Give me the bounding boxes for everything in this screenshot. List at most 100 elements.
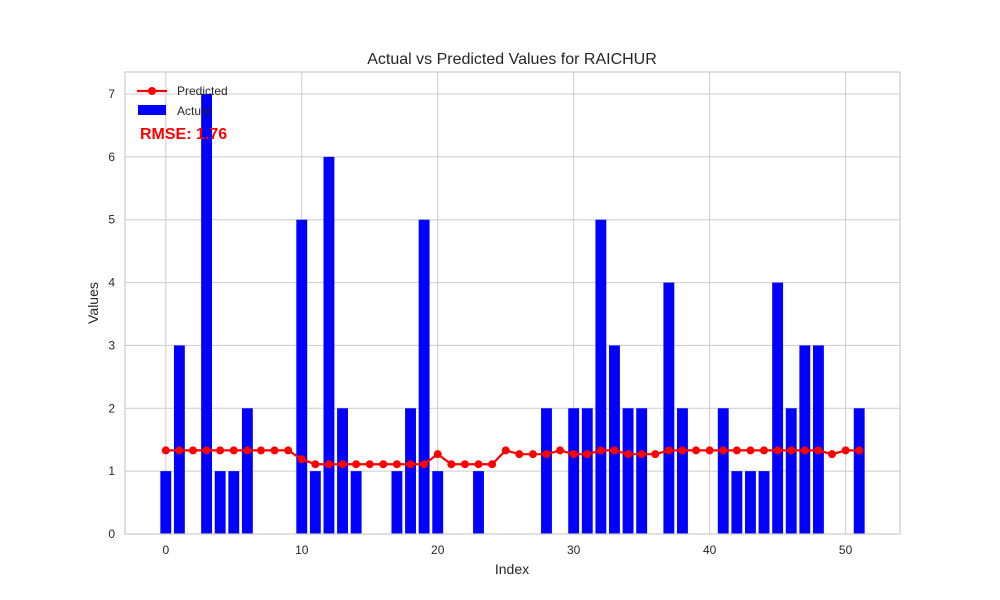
y-tick-label: 4 — [108, 276, 115, 290]
predicted-point — [365, 460, 374, 469]
predicted-point — [637, 450, 646, 459]
actual-bar — [405, 408, 416, 534]
predicted-point — [447, 460, 456, 469]
rmse-annotation: RMSE: 1.76 — [140, 126, 227, 143]
predicted-point — [814, 446, 823, 455]
predicted-point — [678, 446, 687, 455]
predicted-point — [284, 446, 293, 455]
predicted-point — [773, 446, 782, 455]
actual-bar — [541, 408, 552, 534]
actual-bar — [853, 408, 865, 534]
plot-frame — [124, 71, 901, 535]
actual-bar — [391, 471, 403, 534]
legend: Predicted Actual — [137, 84, 228, 118]
y-tick-label: 6 — [108, 150, 115, 164]
legend-actual-label: Actual — [177, 104, 210, 118]
y-tick-label: 1 — [108, 464, 115, 478]
predicted-point — [787, 446, 796, 455]
x-tick-labels: 0 10 20 30 40 50 — [162, 543, 852, 557]
predicted-point — [692, 446, 701, 455]
predicted-point — [460, 460, 469, 469]
actual-bar — [418, 219, 430, 534]
actual-bar — [160, 471, 172, 534]
actual-bar — [812, 345, 824, 534]
actual-bar — [241, 408, 253, 534]
predicted-point — [229, 446, 238, 455]
predicted-point — [596, 446, 605, 455]
actual-bar — [173, 345, 185, 534]
predicted-point — [556, 446, 565, 455]
predicted-point — [542, 450, 551, 459]
actual-bar — [595, 219, 607, 534]
predicted-point — [569, 450, 578, 459]
predicted-point — [528, 450, 537, 459]
predicted-series-line — [165, 449, 860, 466]
actual-bar — [228, 471, 240, 534]
predicted-point — [433, 450, 442, 459]
actual-bar — [581, 408, 593, 534]
actual-bar — [758, 471, 770, 534]
predicted-point — [311, 460, 320, 469]
predicted-point — [651, 450, 660, 459]
predicted-point — [420, 460, 429, 469]
actual-bar — [731, 471, 743, 534]
actual-bar — [201, 94, 213, 534]
actual-bar — [214, 471, 226, 534]
x-axis-label: Index — [495, 561, 529, 577]
predicted-point — [664, 446, 673, 455]
predicted-point — [474, 460, 483, 469]
actual-bar — [473, 471, 484, 534]
actual-bar — [432, 471, 444, 534]
predicted-point — [828, 450, 837, 459]
actual-bar — [568, 408, 580, 534]
actual-bar — [677, 408, 688, 534]
predicted-point — [324, 460, 333, 469]
predicted-point — [202, 446, 211, 455]
predicted-point — [243, 446, 252, 455]
predicted-point — [610, 446, 619, 455]
predicted-point — [583, 450, 592, 459]
actual-bar — [350, 471, 362, 534]
predicted-point — [270, 446, 279, 455]
x-tick-label: 30 — [567, 543, 581, 557]
predicted-point — [746, 446, 755, 455]
predicted-point — [488, 460, 497, 469]
y-tick-label: 0 — [108, 527, 115, 541]
legend-actual-swatch-icon — [138, 105, 166, 115]
grid — [125, 72, 900, 535]
actual-bar — [717, 408, 729, 534]
y-tick-label: 3 — [108, 338, 115, 352]
actual-bar — [636, 408, 648, 534]
actual-bar — [785, 408, 797, 534]
predicted-point — [379, 460, 388, 469]
predicted-point — [338, 460, 347, 469]
predicted-point — [855, 446, 864, 455]
x-tick-label: 20 — [431, 543, 445, 557]
predicted-point — [352, 460, 361, 469]
x-tick-label: 0 — [162, 543, 169, 557]
predicted-point — [705, 446, 714, 455]
actual-bar — [309, 471, 321, 534]
actual-bar — [663, 282, 675, 534]
predicted-point — [406, 460, 415, 469]
predicted-point — [297, 455, 306, 464]
y-tick-label: 2 — [108, 401, 115, 415]
y-tick-label: 5 — [108, 213, 115, 227]
y-axis-label: Values — [85, 282, 101, 324]
predicted-point — [501, 446, 510, 455]
predicted-point — [188, 446, 197, 455]
predicted-point — [800, 446, 809, 455]
predicted-point — [760, 446, 769, 455]
legend-predicted-marker-icon — [148, 87, 156, 95]
predicted-point — [732, 446, 741, 455]
legend-predicted-label: Predicted — [177, 84, 228, 98]
predicted-point — [515, 450, 524, 459]
predicted-point — [841, 446, 850, 455]
predicted-point — [161, 446, 170, 455]
actual-bar — [323, 156, 335, 534]
predicted-point — [719, 446, 728, 455]
y-tick-label: 7 — [108, 87, 115, 101]
chart-title: Actual vs Predicted Values for RAICHUR — [367, 51, 657, 68]
predicted-point — [175, 446, 184, 455]
